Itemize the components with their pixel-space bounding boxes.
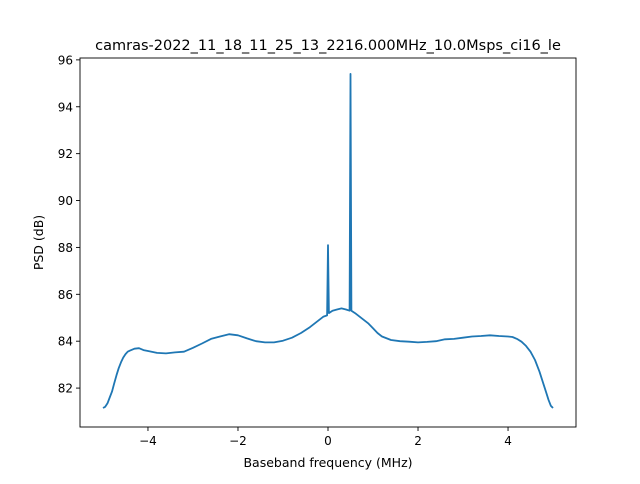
y-tick-label: 90: [58, 194, 73, 208]
x-tick-label: 2: [414, 434, 422, 448]
x-tick-label: 4: [504, 434, 512, 448]
x-tick-label: −2: [229, 434, 247, 448]
x-tick-label: −4: [139, 434, 157, 448]
chart-title: camras-2022_11_18_11_25_13_2216.000MHz_1…: [95, 38, 561, 54]
y-tick-label: 94: [58, 100, 73, 114]
y-tick-label: 82: [58, 382, 73, 396]
y-tick-label: 96: [58, 53, 73, 67]
y-tick-label: 84: [58, 335, 73, 349]
x-tick-label: 0: [324, 434, 332, 448]
y-axis-label: PSD (dB): [31, 215, 46, 270]
x-axis-label: Baseband frequency (MHz): [243, 455, 412, 470]
y-tick-label: 92: [58, 147, 73, 161]
axes-frame: [79, 57, 577, 428]
y-tick-label: 86: [58, 288, 73, 302]
psd-series-line: [102, 73, 554, 409]
y-tick-label: 88: [58, 241, 73, 255]
